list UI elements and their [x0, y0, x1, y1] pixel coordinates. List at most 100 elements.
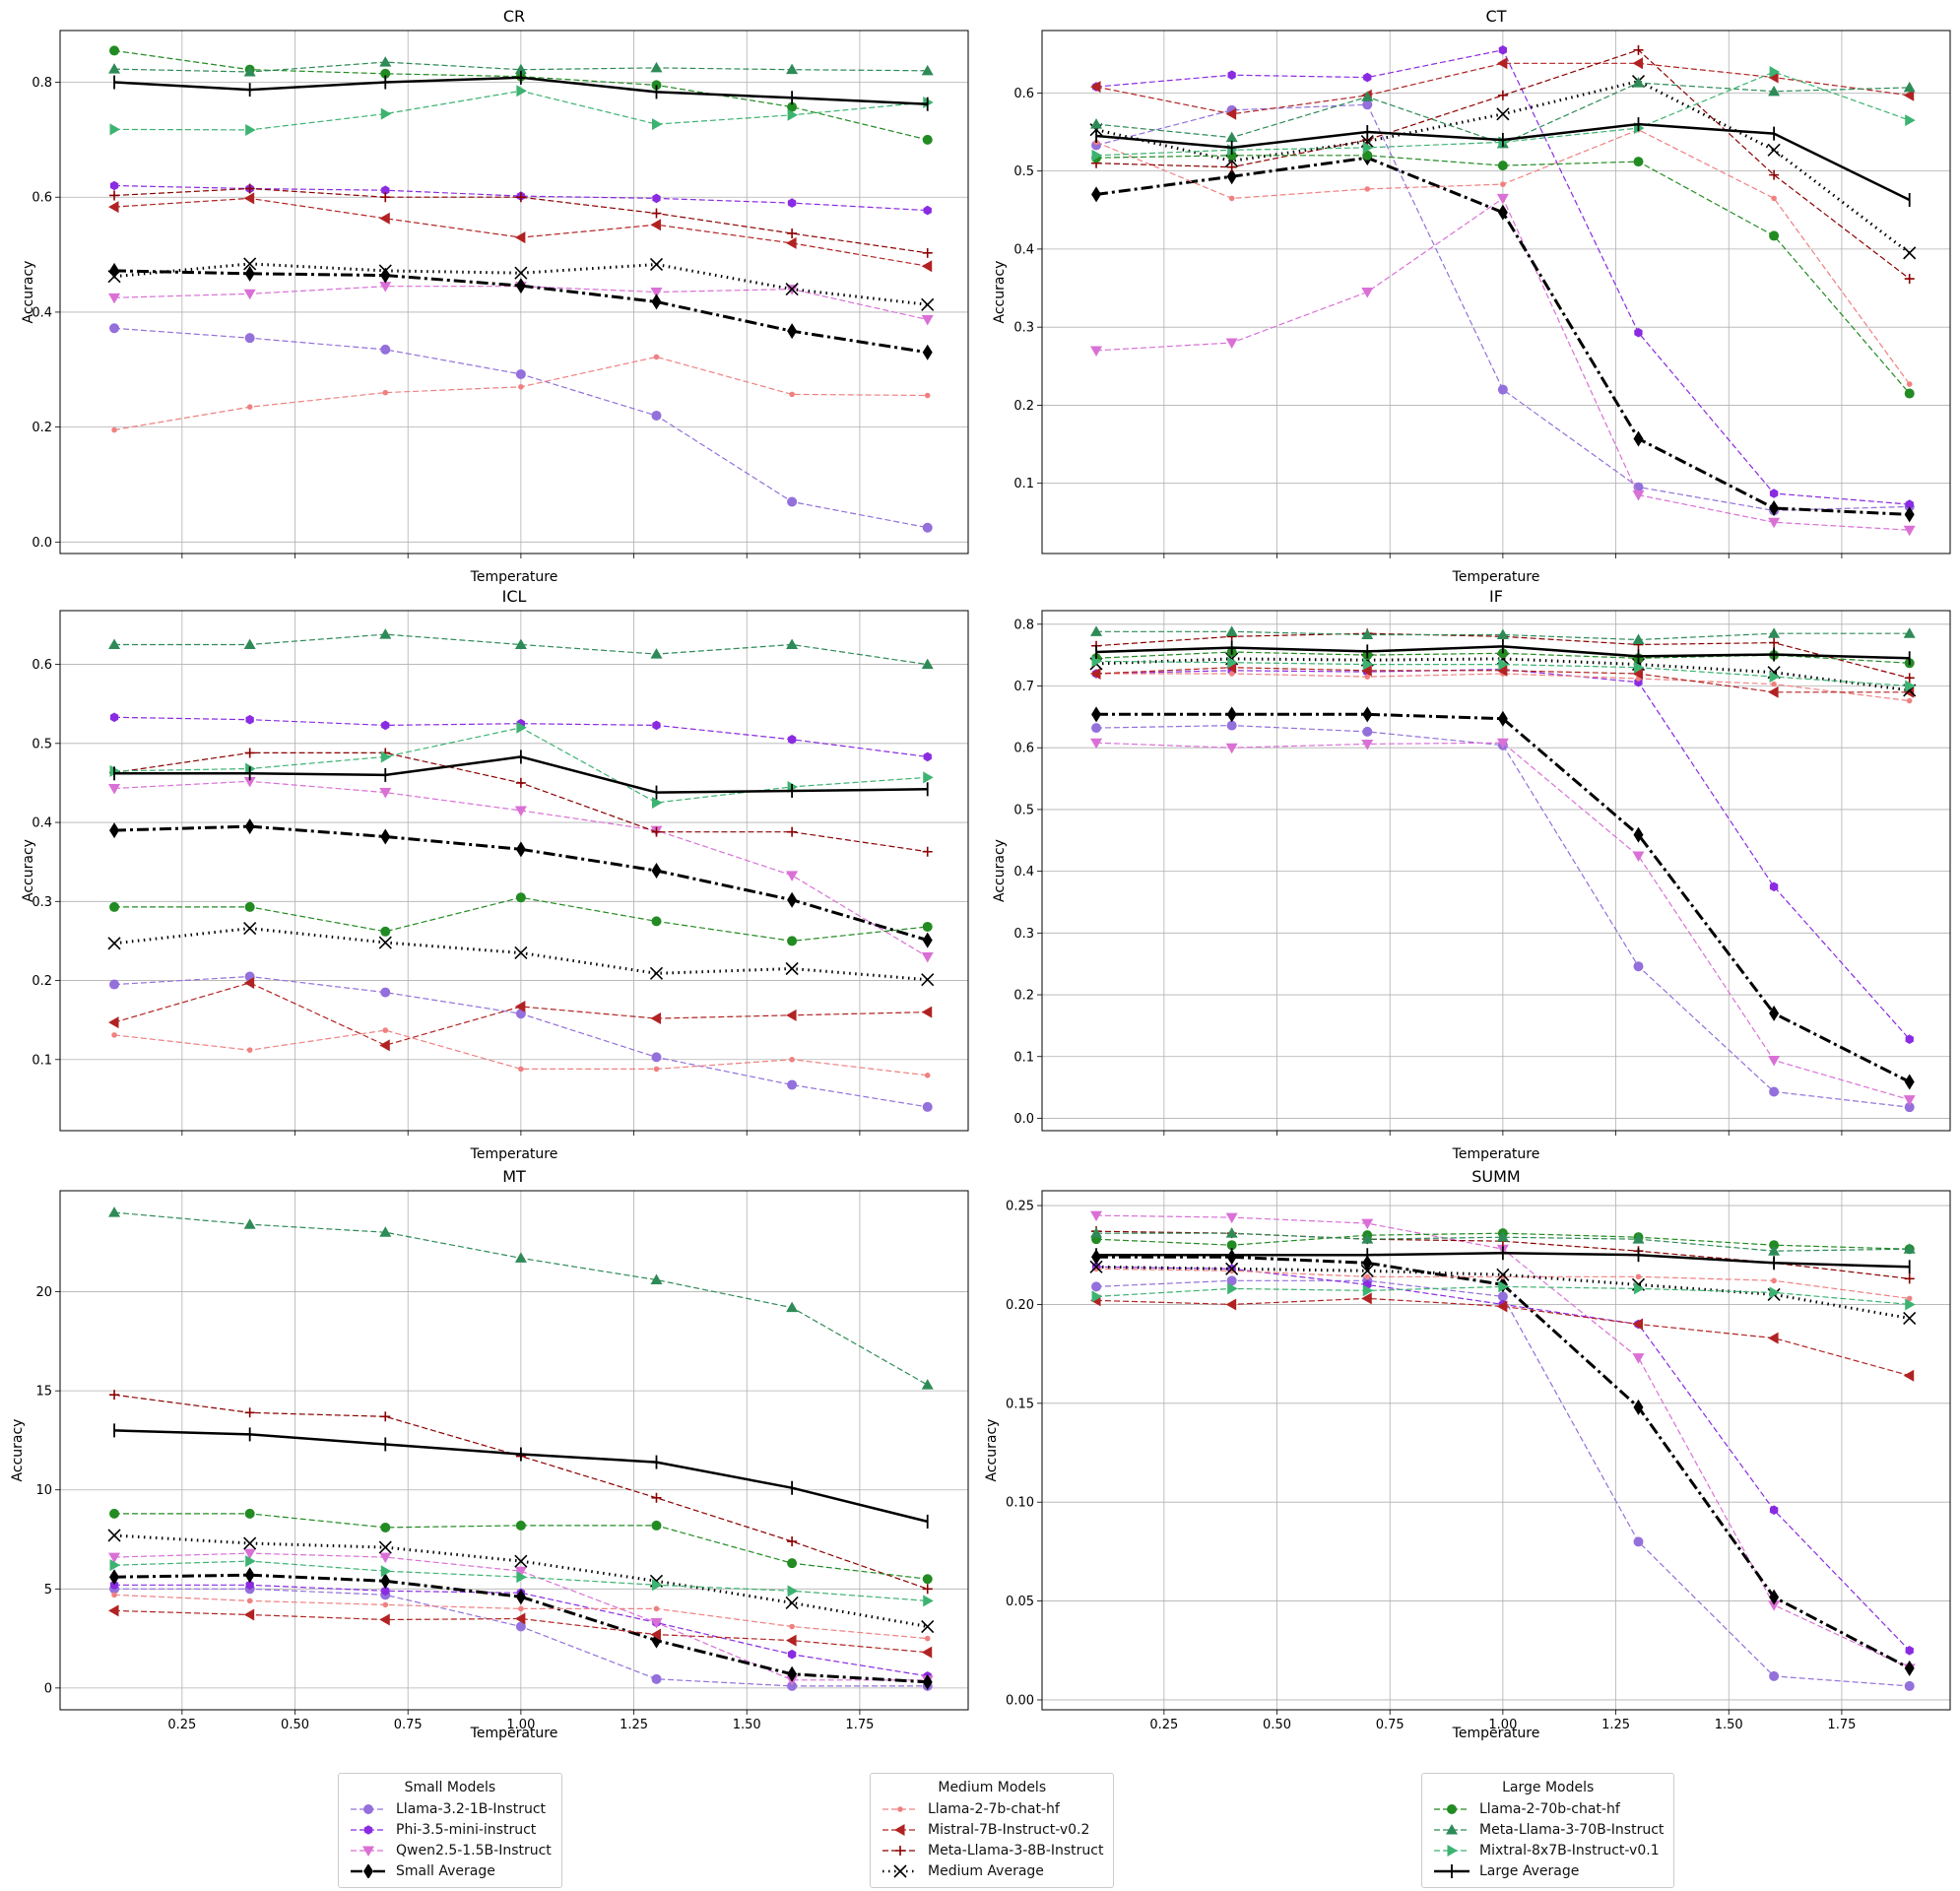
y-tick-label: 0.05 — [1006, 1595, 1034, 1609]
x-tick-label: 1.00 — [1488, 1718, 1517, 1732]
data-point — [1361, 1233, 1374, 1244]
data-point — [1361, 91, 1374, 101]
y-tick-label: 0.4 — [32, 816, 52, 831]
data-point — [922, 1584, 933, 1595]
x-tick-label: 1.25 — [1601, 1718, 1630, 1732]
data-point — [1905, 680, 1916, 692]
data-point — [651, 826, 662, 837]
data-point — [651, 1052, 662, 1063]
data-point — [380, 68, 391, 79]
data-point — [1768, 85, 1781, 97]
data-point — [1091, 655, 1103, 668]
y-tick-label: 0.4 — [1013, 865, 1034, 880]
data-point — [1632, 490, 1645, 501]
chart-title: IF — [1489, 587, 1503, 606]
data-point — [1447, 1844, 1458, 1857]
data-point — [1226, 162, 1237, 172]
legend-line-swatch — [882, 1845, 918, 1856]
data-point — [922, 921, 933, 932]
data-point — [1091, 186, 1102, 203]
data-point — [246, 1047, 253, 1053]
data-point — [1632, 57, 1643, 70]
legend-entry: Small Average — [349, 1860, 552, 1881]
data-point — [1768, 685, 1779, 698]
legend-label: Llama-2-70b-chat-hf — [1479, 1800, 1620, 1817]
legend-line-swatch — [1434, 1863, 1470, 1878]
data-point — [1362, 726, 1373, 737]
data-point — [514, 231, 526, 244]
data-point — [1768, 71, 1779, 84]
x-axis-label: Temperature — [470, 569, 558, 585]
data-point — [894, 1823, 905, 1836]
data-point — [243, 289, 256, 300]
data-point — [243, 1536, 257, 1550]
data-point — [787, 101, 798, 112]
data-point — [1496, 1268, 1510, 1281]
data-point — [1769, 1670, 1780, 1681]
data-point — [380, 828, 391, 845]
data-point — [379, 1039, 390, 1052]
data-point — [1364, 186, 1371, 192]
series-layer — [1089, 1210, 1917, 1691]
data-point — [516, 85, 527, 98]
y-tick-label: 0.4 — [32, 305, 52, 320]
data-point — [109, 1569, 120, 1586]
data-point — [1361, 1218, 1374, 1230]
data-point — [515, 1520, 526, 1531]
data-point — [243, 66, 256, 77]
x-axis-label: Temperature — [470, 1146, 558, 1162]
data-point — [245, 1555, 256, 1568]
x-tick-label: 1.75 — [845, 1718, 874, 1732]
x-tick-label: 1.25 — [620, 1718, 648, 1732]
data-point — [1903, 1243, 1916, 1254]
data-point — [1360, 1264, 1374, 1277]
data-point — [515, 777, 526, 788]
data-point — [514, 1252, 527, 1263]
y-tick-label: 0.4 — [1013, 242, 1034, 257]
legend-line-swatch — [882, 1823, 918, 1836]
data-point — [1089, 1260, 1103, 1273]
data-point — [516, 1571, 527, 1584]
data-point — [243, 776, 256, 788]
data-point — [1633, 961, 1644, 972]
data-point — [921, 1006, 933, 1018]
data-point — [1227, 656, 1238, 669]
data-point — [1769, 1005, 1780, 1021]
data-point — [1225, 131, 1238, 143]
data-point — [1905, 114, 1916, 127]
data-point — [785, 283, 799, 296]
data-point — [514, 63, 527, 75]
data-point — [378, 264, 392, 278]
plot-frame — [1041, 610, 1951, 1132]
data-point — [1903, 1369, 1915, 1382]
data-point — [786, 63, 799, 75]
chart-panel: 0.25 0.50 0.75 1.00 1.25 1.50 1.75 0 5 10 15 20 MT Te… — [10, 1167, 969, 1741]
data-point — [243, 1608, 255, 1621]
data-point — [922, 344, 933, 360]
data-point — [1496, 664, 1508, 677]
data-point — [363, 1803, 373, 1814]
data-point — [515, 1621, 526, 1632]
data-point — [789, 1623, 795, 1630]
data-point — [380, 107, 392, 120]
chart-title: SUMM — [1471, 1167, 1520, 1186]
y-tick-label: 0.3 — [32, 895, 52, 910]
data-point — [380, 1573, 391, 1590]
x-tick-label: 0.25 — [167, 1718, 196, 1732]
y-tick-label: 15 — [35, 1385, 52, 1400]
data-point — [1361, 288, 1374, 298]
data-point — [1632, 633, 1645, 644]
y-tick-label: 0.2 — [32, 974, 52, 989]
data-point — [651, 1520, 662, 1531]
data-point — [514, 1001, 526, 1013]
data-point — [1903, 1311, 1917, 1326]
data-point — [1633, 1282, 1645, 1295]
data-point — [107, 937, 121, 950]
data-point — [108, 1016, 119, 1029]
data-point — [380, 987, 391, 998]
data-point — [1091, 723, 1102, 734]
legend-label: Meta-Llama-3-8B-Instruct — [928, 1842, 1104, 1858]
data-point — [245, 123, 256, 136]
y-tick-label: 0.8 — [32, 76, 52, 91]
data-point — [379, 282, 392, 293]
